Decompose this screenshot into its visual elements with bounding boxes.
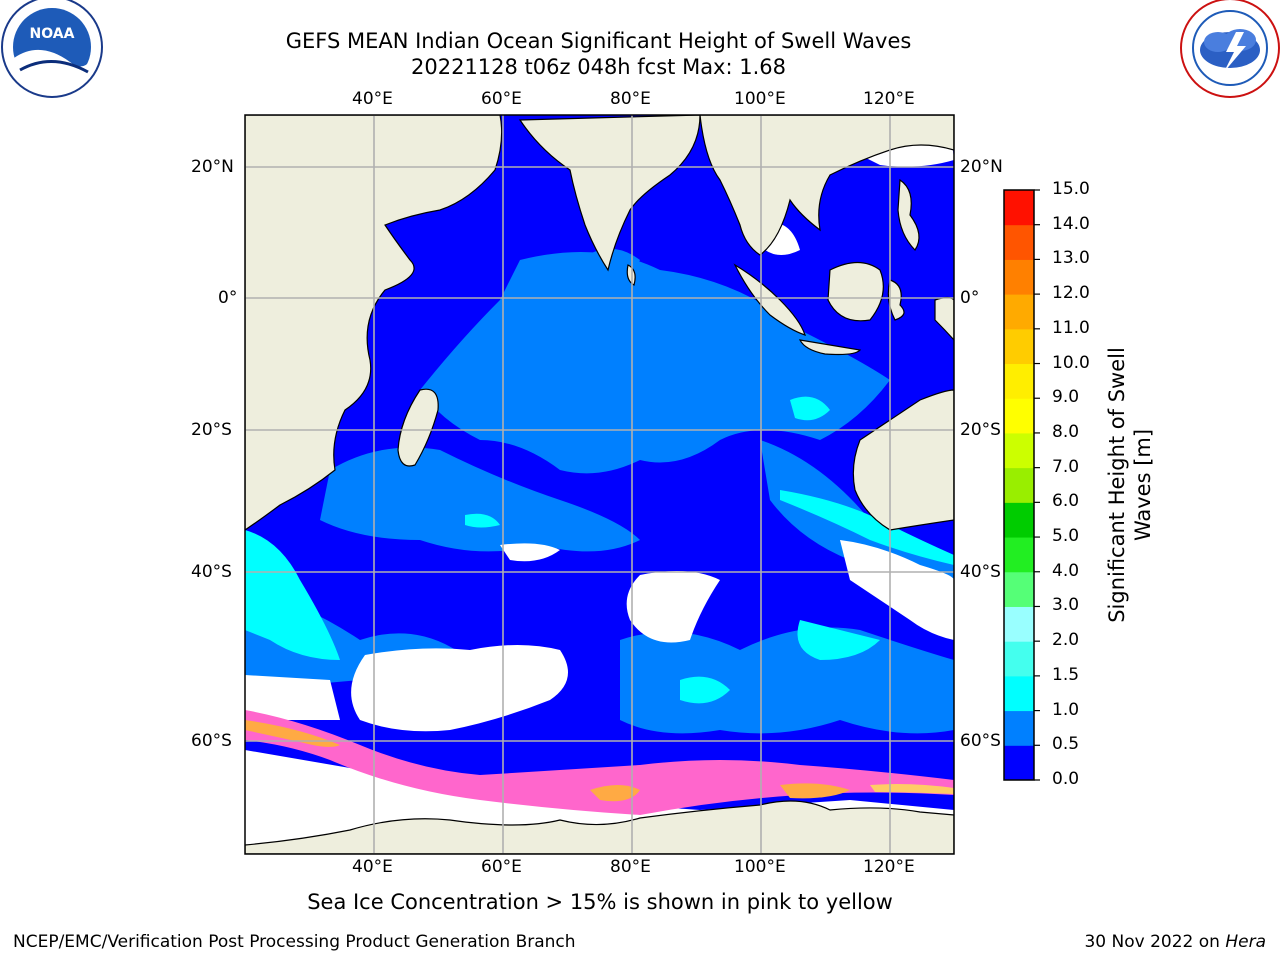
colorbar-tick-label: 3.0 [1052,595,1080,616]
sea-ice-note: Sea Ice Concentration > 15% is shown in … [307,890,893,914]
colorbar-tick-label: 1.5 [1052,664,1080,685]
colorbar-segment [1004,675,1034,712]
lon-tick-top: 100°E [734,89,786,109]
colorbar-segment [1004,537,1034,573]
colorbar-tick-label: 15.0 [1052,179,1090,199]
lat-tick-left: 20°S [191,420,232,440]
lat-tick-right: 40°S [960,562,1001,582]
colorbar [1003,189,1040,781]
lon-tick-bottom: 80°E [610,857,651,877]
colorbar-segment [1004,502,1034,538]
noaa-logo: NOAA [1,0,103,98]
colorbar-segment [1004,259,1034,295]
colorbar-tick-label: 1.0 [1052,699,1080,720]
colorbar-tick-label: 5.0 [1052,526,1080,547]
colorbar-segment [1004,190,1034,226]
lat-tick-left: 0° [218,288,238,308]
colorbar-tick-label: 13.0 [1052,248,1090,269]
date-value: 30 Nov 2022 on [1084,932,1226,952]
lon-tick-top: 40°E [352,89,393,109]
lon-tick-bottom: 100°E [734,857,786,877]
swell-zone-high [245,396,954,704]
colorbar-tick-label: 0.0 [1052,769,1080,789]
map-title: GEFS MEAN Indian Ocean Significant Heigh… [285,29,912,53]
lon-tick-top: 60°E [481,89,522,109]
lon-tick-top: 120°E [863,89,915,109]
lat-tick-right: 20°S [960,420,1001,440]
colorbar-tick-label: 12.0 [1052,283,1090,304]
grid-lines [245,115,954,854]
colorbar-title-line2: Waves [m] [1131,428,1155,542]
sea-ice-band [245,710,954,815]
colorbar-segment [1004,606,1034,642]
colorbar-tick-label: 8.0 [1052,421,1080,442]
lat-tick-right: 60°S [960,731,1001,751]
colorbar-tick-label: 6.0 [1052,491,1080,512]
colorbar-tick-label: 7.0 [1052,456,1080,477]
lat-tick-left: 60°S [191,731,232,751]
colorbar-title-line1: Significant Height of Swell [1105,347,1129,623]
colorbar-segment [1004,224,1034,260]
colorbar-segment [1004,432,1034,469]
colorbar-segment [1004,571,1034,607]
colorbar-segment [1004,467,1034,503]
date-text: 30 Nov 2022 on Hera [1084,932,1266,952]
noaa-logo-text: NOAA [30,26,75,42]
lon-tick-bottom: 120°E [863,857,915,877]
colorbar-segment [1004,641,1034,677]
map-area [245,115,954,854]
colorbar-tick-label: 0.5 [1052,734,1080,755]
colorbar-segment [1004,294,1034,330]
land-masses [245,115,954,854]
lat-tick-right: 20°N [960,157,1003,177]
credit-text: NCEP/EMC/Verification Post Processing Pr… [13,932,576,952]
colorbar-tick-label: 11.0 [1052,317,1090,338]
lat-tick-right: 0° [960,288,980,308]
lat-tick-left: 40°S [191,562,232,582]
colorbar-segment [1004,710,1034,746]
map-frame [244,114,955,855]
colorbar-frame [1003,189,1035,781]
colorbar-segment [1004,363,1034,399]
colorbar-segment [1004,398,1034,434]
colorbar-segment [1004,328,1034,365]
colorbar-tick-label: 10.0 [1052,352,1090,373]
colorbar-tick-label: 14.0 [1052,213,1090,234]
colorbar-segment [1004,745,1034,781]
lon-tick-bottom: 40°E [352,857,393,877]
lat-tick-left: 20°N [191,157,234,177]
colorbar-tick-label: 9.0 [1052,387,1080,408]
map-subtitle: 20221128 t06z 048h fcst Max: 1.68 [411,55,786,79]
machine-name: Hera [1225,932,1266,952]
colorbar-tick-label: 2.0 [1052,630,1080,651]
nws-logo [1180,0,1280,98]
lon-tick-top: 80°E [610,89,651,109]
colorbar-tick-label: 4.0 [1052,560,1080,581]
lon-tick-bottom: 60°E [481,857,522,877]
